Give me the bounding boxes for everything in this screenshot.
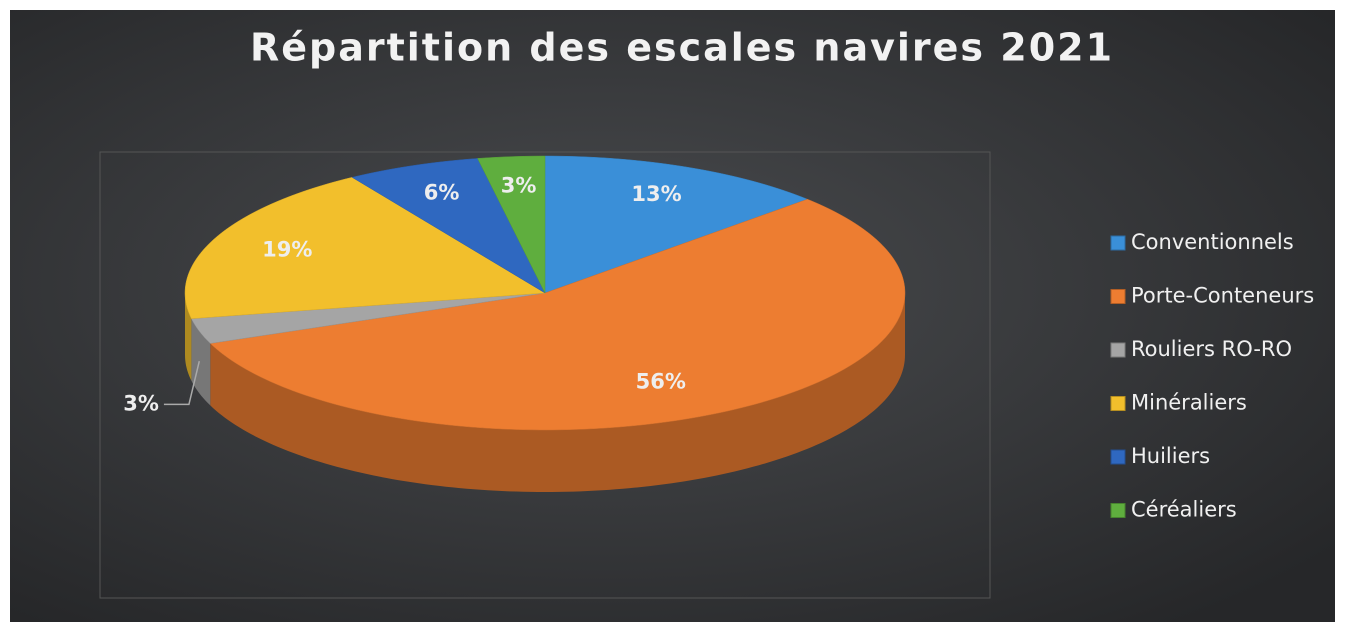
pie-slice xyxy=(209,198,906,431)
legend-label: Céréaliers xyxy=(1131,498,1237,522)
leader-line xyxy=(163,361,201,406)
legend-label: Minéraliers xyxy=(1131,391,1247,415)
pie-slice xyxy=(544,155,809,294)
legend-swatch xyxy=(1110,396,1126,411)
legend-swatch xyxy=(1110,289,1126,304)
legend-label: Conventionnels xyxy=(1131,230,1294,254)
legend-label: Rouliers RO-RO xyxy=(1131,337,1292,361)
pie-wall xyxy=(191,318,211,406)
plot-frame xyxy=(99,151,991,599)
pie-wall xyxy=(185,293,192,381)
data-label: 3% xyxy=(123,391,159,415)
legend-label: Porte-Conteneurs xyxy=(1131,284,1314,308)
pie-slice xyxy=(351,158,546,294)
legend-swatch xyxy=(1110,449,1126,465)
data-label: 3% xyxy=(501,174,537,198)
data-label: 19% xyxy=(262,238,312,262)
chart-title: Répartition des escales navires 2021 xyxy=(250,26,1114,70)
data-label: 13% xyxy=(631,182,681,206)
pie-slice xyxy=(477,155,546,294)
pie-slice xyxy=(184,177,546,319)
legend-swatch xyxy=(1110,235,1126,251)
pie-slice xyxy=(190,292,546,344)
pie-wall xyxy=(210,293,906,492)
legend-swatch xyxy=(1110,342,1126,358)
legend-swatch xyxy=(1110,503,1126,518)
legend-label: Huiliers xyxy=(1131,444,1210,468)
data-label: 6% xyxy=(424,181,460,205)
data-label: 56% xyxy=(636,369,686,393)
